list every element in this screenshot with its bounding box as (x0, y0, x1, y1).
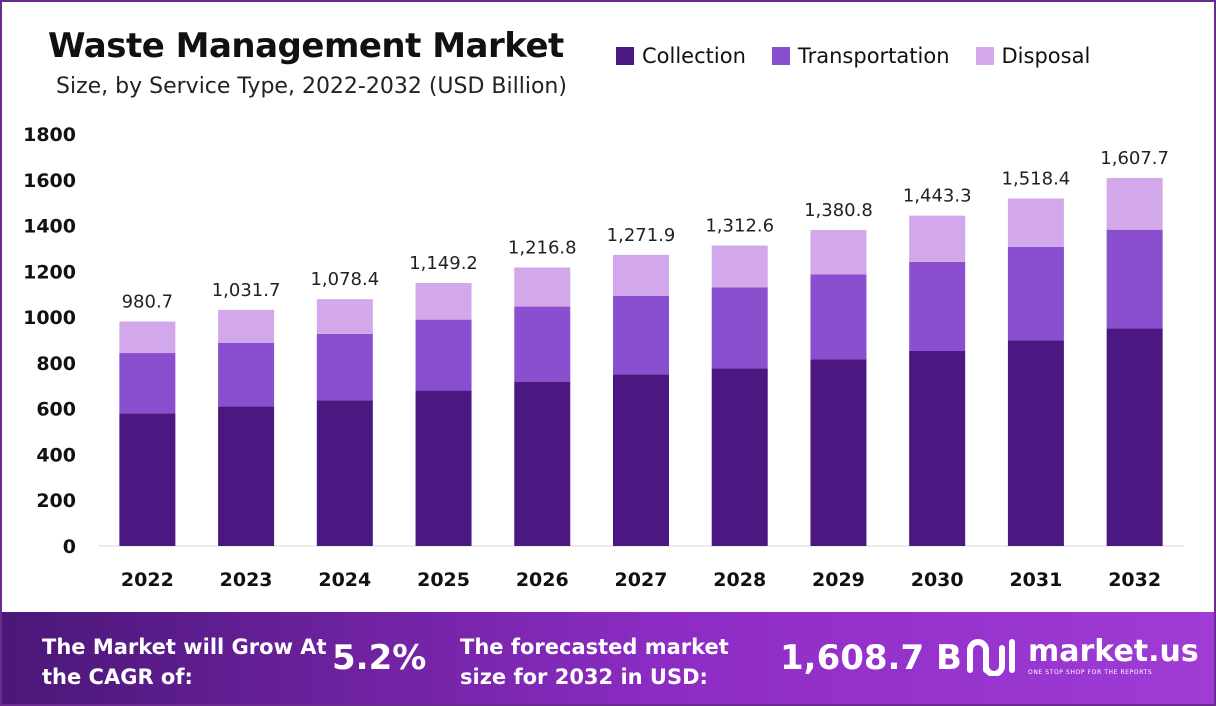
y-tick-label: 600 (36, 399, 76, 421)
data-label-total: 1,031.7 (212, 280, 281, 301)
chart-legend: Collection Transportation Disposal (616, 44, 1116, 68)
bar-disposal-2024 (316, 299, 373, 334)
bar-collection-2032 (1106, 328, 1163, 546)
bar-transportation-2029 (810, 274, 867, 360)
forecast-value: 1,608.7 B (780, 638, 962, 678)
legend-label-transportation: Transportation (797, 44, 950, 68)
forecast-label: The forecasted market size for 2032 in U… (460, 635, 729, 689)
y-tick-label: 1800 (23, 124, 76, 146)
data-label-total: 1,380.8 (804, 200, 873, 221)
bar-transportation-2027 (613, 295, 669, 375)
logo-tagline: ONE STOP SHOP FOR THE REPORTS (1028, 668, 1153, 676)
y-tick-label: 400 (36, 444, 76, 466)
legend-item-transportation: Transportation (771, 44, 950, 68)
y-tick-label: 1400 (23, 216, 76, 238)
legend-label-disposal: Disposal (1001, 44, 1091, 68)
x-tick-label: 2031 (1009, 569, 1062, 591)
market-us-logo: market.us ONE STOP SHOP FOR THE REPORTS (966, 636, 1199, 676)
cagr-label: The Market will Grow At the CAGR of: (42, 635, 327, 689)
chart-subtitle: Size, by Service Type, 2022-2032 (USD Bi… (56, 74, 567, 99)
market-us-logo-icon (967, 639, 1015, 676)
footer-banner: The Market will Grow At the CAGR of: 5.2… (2, 612, 1214, 704)
data-label-total: 1,312.6 (705, 216, 774, 237)
legend-swatch-transportation (771, 47, 790, 65)
bar-collection-2025 (415, 390, 472, 546)
logo-text: market.us ONE STOP SHOP FOR THE REPORTS (1028, 633, 1199, 676)
x-tick-label: 2023 (220, 569, 273, 591)
bar-disposal-2026 (514, 267, 571, 307)
data-label-total: 1,518.4 (1002, 168, 1071, 189)
x-tick-label: 2025 (417, 569, 470, 591)
bar-collection-2028 (711, 368, 768, 546)
bar-transportation-2032 (1106, 229, 1163, 329)
data-label-total: 1,271.9 (607, 225, 676, 246)
x-tick-label: 2030 (911, 569, 964, 591)
bar-disposal-2032 (1106, 178, 1163, 230)
cagr-value: 5.2% (332, 638, 427, 678)
bar-collection-2029 (810, 359, 867, 546)
x-tick-label: 2026 (516, 569, 569, 591)
data-label-total: 1,607.7 (1100, 148, 1169, 169)
bar-collection-2031 (1007, 340, 1064, 546)
legend-swatch-disposal (975, 47, 994, 65)
bar-disposal-2027 (613, 254, 669, 296)
bar-transportation-2028 (711, 287, 768, 369)
legend-label-collection: Collection (642, 44, 746, 68)
data-label-total: 1,149.2 (409, 253, 478, 274)
bar-collection-2022 (119, 413, 176, 546)
bar-collection-2026 (514, 381, 571, 546)
y-tick-label: 1600 (23, 170, 76, 192)
bar-transportation-2031 (1007, 246, 1064, 341)
bar-transportation-2026 (514, 306, 571, 382)
y-tick-label: 200 (36, 490, 76, 512)
x-tick-label: 2022 (121, 569, 174, 591)
bar-collection-2027 (613, 374, 669, 546)
stacked-bar-chart: 0 200 400 600 800 1000 1200 1400 1600 1800 980.7 20… (23, 124, 1184, 591)
bar-disposal-2022 (119, 321, 176, 354)
data-label-total: 1,216.8 (508, 237, 577, 258)
bar-transportation-2030 (909, 261, 966, 351)
y-tick-label: 1200 (23, 261, 76, 283)
legend-swatch-collection (616, 47, 634, 65)
y-tick-label: 0 (63, 536, 76, 558)
bar-disposal-2025 (415, 282, 472, 320)
bar-transportation-2025 (415, 319, 472, 391)
bar-collection-2023 (218, 406, 275, 546)
bar-disposal-2023 (218, 309, 275, 343)
bar-transportation-2023 (218, 342, 275, 407)
bar-disposal-2029 (810, 229, 867, 275)
chart-title: Waste Management Market (48, 26, 564, 66)
data-label-total: 1,078.4 (310, 269, 379, 290)
bar-collection-2024 (316, 400, 373, 546)
bar-disposal-2028 (711, 245, 768, 288)
data-label-total: 980.7 (122, 292, 174, 313)
x-tick-label: 2027 (615, 569, 668, 591)
x-tick-label: 2029 (812, 569, 865, 591)
bar-disposal-2031 (1007, 198, 1064, 247)
legend-item-collection: Collection (616, 44, 746, 68)
bar-transportation-2022 (119, 353, 176, 414)
y-tick-label: 1000 (23, 307, 76, 329)
logo-name: market.us (1028, 633, 1199, 669)
bar-collection-2030 (909, 350, 966, 546)
legend-item-disposal: Disposal (975, 44, 1091, 68)
y-tick-label: 800 (36, 353, 76, 375)
data-label-total: 1,443.3 (903, 186, 972, 207)
bar-disposal-2030 (909, 215, 966, 262)
x-tick-label: 2032 (1108, 569, 1161, 591)
x-tick-label: 2028 (713, 569, 766, 591)
bar-transportation-2024 (316, 333, 373, 401)
x-tick-label: 2024 (318, 569, 371, 591)
